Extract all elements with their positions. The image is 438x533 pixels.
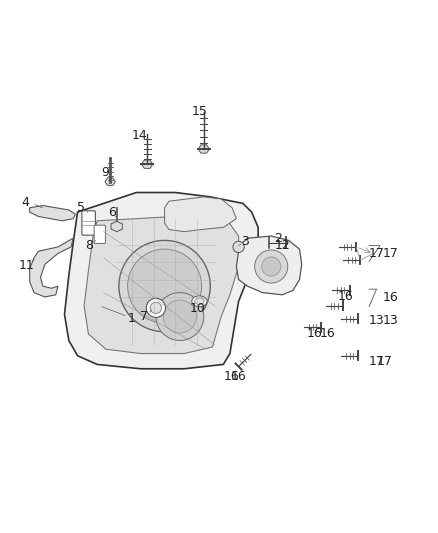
Text: 2: 2 <box>274 232 282 245</box>
Text: 9: 9 <box>101 166 109 180</box>
Polygon shape <box>30 206 75 221</box>
Polygon shape <box>237 236 302 295</box>
Text: 8: 8 <box>85 239 93 252</box>
Polygon shape <box>84 216 239 353</box>
Circle shape <box>119 240 210 332</box>
Text: 17: 17 <box>382 247 398 260</box>
Text: 4: 4 <box>21 196 29 208</box>
Circle shape <box>146 298 166 318</box>
Text: 11: 11 <box>19 259 35 272</box>
Polygon shape <box>165 197 237 232</box>
Text: 16: 16 <box>337 290 353 303</box>
Text: 3: 3 <box>241 235 249 248</box>
Polygon shape <box>111 221 122 232</box>
Circle shape <box>127 249 201 323</box>
Text: 16: 16 <box>382 292 398 304</box>
Circle shape <box>150 302 162 313</box>
Text: 17: 17 <box>369 247 385 260</box>
Text: 16: 16 <box>307 327 323 341</box>
Circle shape <box>156 293 204 341</box>
Polygon shape <box>30 238 73 297</box>
Polygon shape <box>64 192 258 369</box>
Polygon shape <box>141 160 153 168</box>
Text: 5: 5 <box>77 201 85 214</box>
Text: 7: 7 <box>140 310 148 323</box>
Polygon shape <box>198 145 209 153</box>
FancyBboxPatch shape <box>94 225 106 244</box>
Text: 14: 14 <box>132 130 148 142</box>
Ellipse shape <box>192 296 207 307</box>
Text: 17: 17 <box>377 355 392 368</box>
Circle shape <box>163 300 196 333</box>
Circle shape <box>254 250 288 283</box>
Text: 10: 10 <box>190 302 206 315</box>
Text: 16: 16 <box>223 370 239 383</box>
Text: 17: 17 <box>369 355 385 368</box>
Text: 12: 12 <box>275 239 291 252</box>
Text: 6: 6 <box>109 206 117 219</box>
Polygon shape <box>105 178 116 185</box>
Ellipse shape <box>194 298 204 304</box>
Text: 16: 16 <box>231 370 247 383</box>
Text: 16: 16 <box>320 327 336 341</box>
Text: 13: 13 <box>382 314 398 327</box>
Text: 1: 1 <box>128 312 136 325</box>
Text: 13: 13 <box>369 314 385 327</box>
FancyBboxPatch shape <box>82 211 95 235</box>
Text: 15: 15 <box>191 106 207 118</box>
Circle shape <box>261 257 281 276</box>
Circle shape <box>233 241 244 253</box>
